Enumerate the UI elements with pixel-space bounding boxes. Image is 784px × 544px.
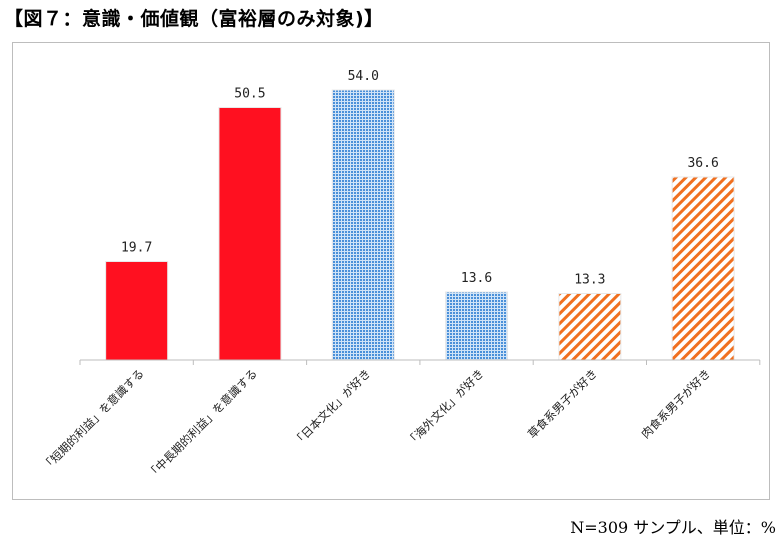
data-label: 50.5 — [234, 87, 265, 102]
bar — [105, 261, 169, 361]
category-label: 「短期的利益」を意識する — [39, 366, 146, 473]
data-label: 54.0 — [348, 69, 379, 84]
bar — [331, 89, 395, 361]
chart-frame — [12, 42, 770, 500]
bar — [445, 291, 509, 361]
bar — [558, 293, 622, 361]
category-label: 「中長期的利益」を意識する — [144, 366, 260, 482]
chart-title: 【図７：意識・価値観（富裕層のみ対象)】 — [4, 8, 384, 30]
category-label: 「日本文化」が好き — [290, 366, 373, 449]
data-label: 19.7 — [121, 241, 152, 256]
sample-note: N=309 サンプル、単位：% — [570, 518, 776, 537]
category-label: 「海外文化」が好き — [404, 366, 487, 449]
data-label: 13.3 — [574, 273, 605, 288]
data-label: 13.6 — [461, 271, 492, 286]
bar — [671, 176, 735, 361]
data-label: 36.6 — [687, 156, 718, 171]
category-label: 肉食系男子が好き — [638, 366, 713, 441]
category-label: 草食系男子が好き — [525, 366, 600, 441]
bar — [218, 107, 282, 361]
